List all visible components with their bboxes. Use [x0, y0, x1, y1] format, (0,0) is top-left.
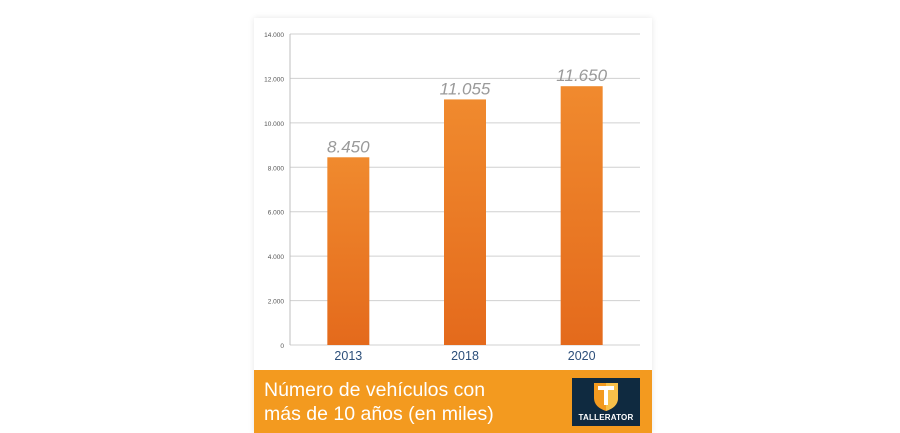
bar-chart: 0 2.000 4.000 6.000 8.000 10.000 12.000 14.000 8…: [264, 32, 640, 363]
y-tick-label: 8.000: [268, 165, 285, 172]
y-tick-label: 14.000: [264, 32, 284, 39]
x-tick-label: 2020: [568, 349, 596, 363]
x-tick-label: 2018: [451, 349, 479, 363]
y-tick-label: 12.000: [264, 76, 284, 83]
bar: [560, 86, 603, 345]
y-tick-label: 4.000: [268, 254, 285, 261]
y-tick-label: 2.000: [268, 299, 285, 306]
bar-value-label: 8.450: [327, 137, 370, 156]
tallerator-logo: TALLERATOR: [572, 378, 640, 426]
chart-caption-banner: Número de vehículos con más de 10 años (…: [254, 370, 652, 433]
bar-value-label: 11.650: [556, 66, 607, 85]
bar: [444, 99, 486, 345]
logo-text: TALLERATOR: [578, 413, 634, 422]
logo-mark-icon: [594, 383, 618, 411]
chart-card: 0 2.000 4.000 6.000 8.000 10.000 12.000 14.000 8…: [254, 18, 652, 433]
chart-caption: Número de vehículos con más de 10 años (…: [264, 379, 494, 425]
y-tick-label: 6.000: [268, 210, 285, 217]
bar-value-label: 11.055: [440, 79, 491, 98]
x-tick-label: 2013: [334, 349, 362, 363]
bar: [327, 157, 370, 345]
y-tick-label: 0: [280, 343, 284, 350]
y-tick-label: 10.000: [264, 121, 284, 128]
